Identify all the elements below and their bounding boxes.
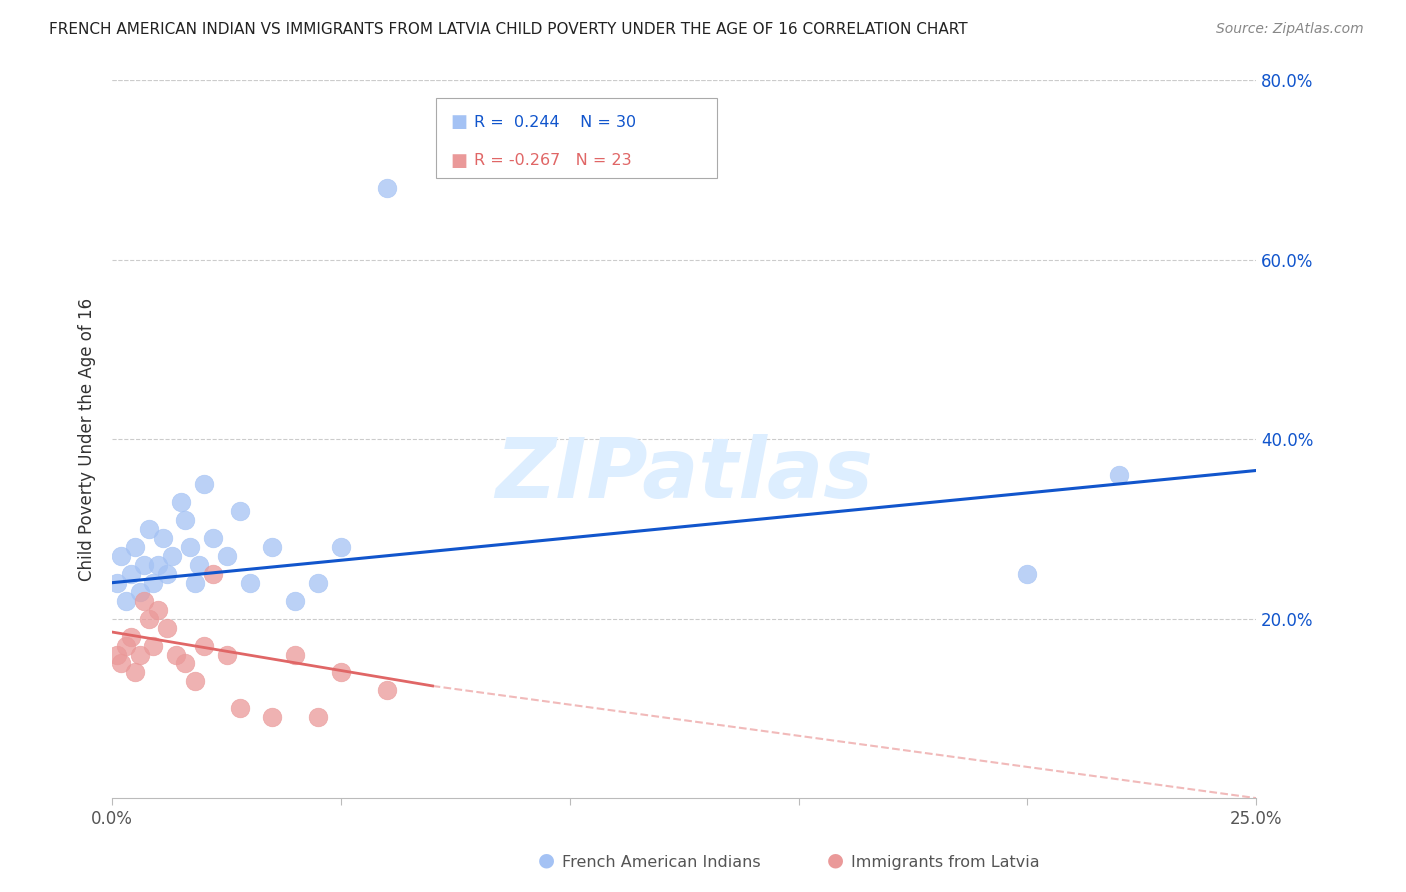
Point xyxy=(142,639,165,653)
Point xyxy=(201,531,224,545)
Point xyxy=(262,540,284,554)
Point xyxy=(138,522,160,536)
Point xyxy=(307,575,329,590)
Point xyxy=(262,710,284,724)
Point xyxy=(375,180,398,194)
Text: French American Indians: French American Indians xyxy=(562,855,761,870)
Point xyxy=(193,477,215,491)
Point xyxy=(1017,566,1039,581)
Point xyxy=(183,674,205,689)
Point xyxy=(330,665,353,680)
Point xyxy=(115,639,138,653)
Point xyxy=(110,549,132,563)
Point xyxy=(105,648,128,662)
Point xyxy=(284,593,307,607)
Point xyxy=(146,558,169,572)
Point xyxy=(134,593,156,607)
Point xyxy=(215,549,238,563)
Text: Source: ZipAtlas.com: Source: ZipAtlas.com xyxy=(1216,22,1364,37)
Text: ■: ■ xyxy=(450,152,467,169)
Point xyxy=(284,648,307,662)
Text: FRENCH AMERICAN INDIAN VS IMMIGRANTS FROM LATVIA CHILD POVERTY UNDER THE AGE OF : FRENCH AMERICAN INDIAN VS IMMIGRANTS FRO… xyxy=(49,22,967,37)
Point xyxy=(124,665,146,680)
Point xyxy=(128,648,150,662)
Y-axis label: Child Poverty Under the Age of 16: Child Poverty Under the Age of 16 xyxy=(79,298,96,581)
Point xyxy=(146,602,169,616)
Point xyxy=(152,531,174,545)
Point xyxy=(128,584,150,599)
Point xyxy=(174,657,197,671)
Point xyxy=(156,566,179,581)
Text: Immigrants from Latvia: Immigrants from Latvia xyxy=(851,855,1039,870)
Point xyxy=(120,566,142,581)
Point xyxy=(229,701,252,715)
Text: R = -0.267   N = 23: R = -0.267 N = 23 xyxy=(474,153,631,169)
Point xyxy=(1108,467,1130,482)
Point xyxy=(238,575,260,590)
Point xyxy=(138,611,160,625)
Text: ●: ● xyxy=(827,851,844,870)
Point xyxy=(115,593,138,607)
Point xyxy=(307,710,329,724)
Point xyxy=(105,575,128,590)
Point xyxy=(156,621,179,635)
Text: ●: ● xyxy=(538,851,555,870)
Point xyxy=(120,630,142,644)
Point xyxy=(188,558,211,572)
Text: ■: ■ xyxy=(450,113,467,131)
Point xyxy=(160,549,183,563)
Point xyxy=(201,566,224,581)
Point xyxy=(170,495,193,509)
Point xyxy=(142,575,165,590)
Point xyxy=(165,648,187,662)
Point xyxy=(330,540,353,554)
Point xyxy=(124,540,146,554)
Point xyxy=(193,639,215,653)
Point xyxy=(229,504,252,518)
Point xyxy=(183,575,205,590)
Point xyxy=(134,558,156,572)
Point xyxy=(179,540,201,554)
Text: R =  0.244    N = 30: R = 0.244 N = 30 xyxy=(474,115,636,129)
Text: ZIPatlas: ZIPatlas xyxy=(495,434,873,516)
Point xyxy=(375,683,398,698)
Point xyxy=(174,513,197,527)
Point xyxy=(215,648,238,662)
Point xyxy=(110,657,132,671)
